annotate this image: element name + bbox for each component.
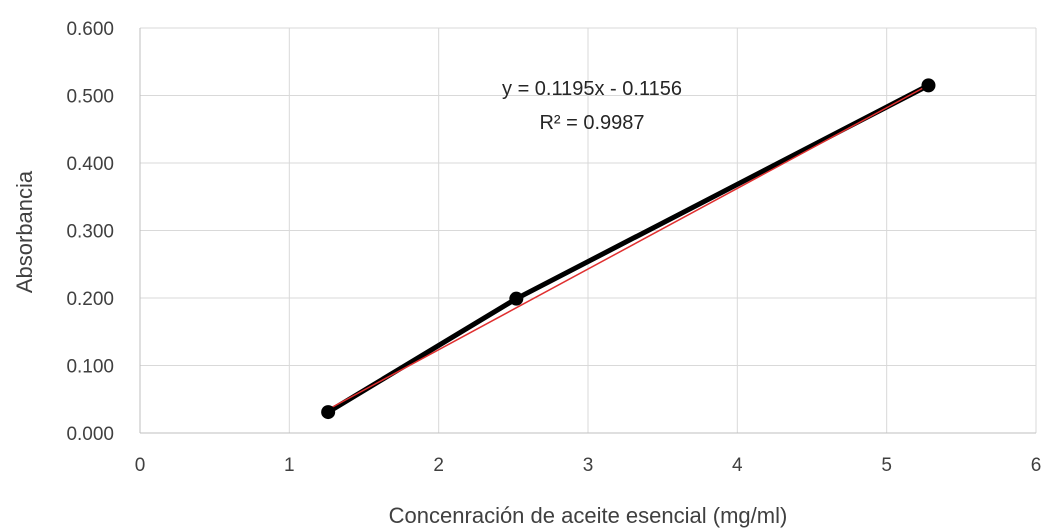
y-tick-label: 0.200 [66, 289, 114, 310]
x-tick-label: 4 [732, 455, 743, 476]
y-tick-label: 0.000 [66, 424, 114, 445]
y-tick-label: 0.100 [66, 357, 114, 378]
x-tick-label: 5 [881, 455, 892, 476]
axes [139, 28, 1036, 434]
y-axis-title: Absorbancia [12, 170, 37, 293]
y-tick-label: 0.300 [66, 222, 114, 243]
trendline-equation: y = 0.1195x - 0.1156 [502, 78, 682, 100]
x-tick-label: 3 [583, 455, 594, 476]
y-tick-label: 0.400 [66, 154, 114, 175]
data-point [509, 291, 524, 306]
grid-lines [140, 27, 1037, 433]
x-tick-label: 2 [433, 455, 444, 476]
data-points [321, 78, 936, 420]
trendline-r-squared: R² = 0.9987 [539, 112, 644, 134]
trendline [327, 84, 929, 411]
y-tick-label: 0.500 [66, 87, 114, 108]
x-tick-labels: 0 1 2 3 4 5 6 [135, 455, 1042, 476]
x-tick-label: 6 [1031, 455, 1042, 476]
trendline-group [327, 84, 929, 411]
y-tick-label: 0.600 [66, 19, 114, 40]
x-tick-label: 1 [284, 455, 295, 476]
data-point [921, 78, 936, 93]
x-axis-title: Concenración de aceite esencial (mg/ml) [389, 503, 788, 528]
data-point [321, 405, 336, 420]
x-tick-label: 0 [135, 455, 146, 476]
y-tick-labels: 0.000 0.100 0.200 0.300 0.400 0.500 0.600 [66, 19, 114, 445]
